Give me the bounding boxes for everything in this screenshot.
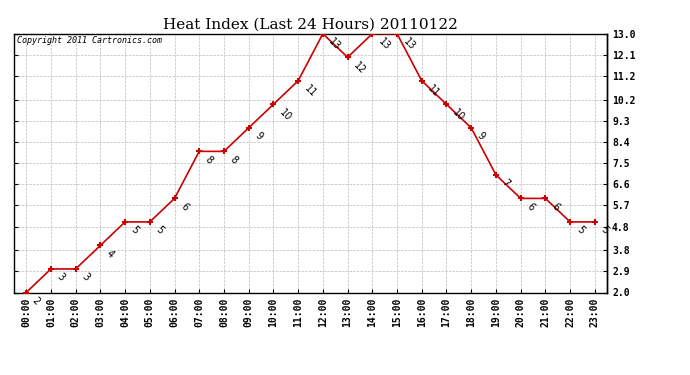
Text: 4: 4 — [104, 248, 116, 259]
Text: 10: 10 — [277, 107, 293, 123]
Text: 5: 5 — [574, 225, 586, 236]
Text: 6: 6 — [525, 201, 536, 213]
Text: 6: 6 — [549, 201, 561, 213]
Text: 11: 11 — [302, 84, 318, 99]
Text: 13: 13 — [377, 36, 392, 52]
Text: Copyright 2011 Cartronics.com: Copyright 2011 Cartronics.com — [17, 36, 161, 45]
Text: 8: 8 — [204, 154, 215, 165]
Text: 13: 13 — [327, 36, 343, 52]
Text: 5: 5 — [154, 225, 166, 236]
Text: 11: 11 — [426, 84, 442, 99]
Text: 2: 2 — [30, 295, 42, 307]
Text: 5: 5 — [129, 225, 141, 236]
Text: 8: 8 — [228, 154, 239, 165]
Text: 3: 3 — [80, 272, 91, 283]
Text: 5: 5 — [599, 225, 611, 236]
Text: 3: 3 — [55, 272, 66, 283]
Text: 9: 9 — [253, 130, 264, 142]
Text: 9: 9 — [475, 130, 486, 142]
Text: 12: 12 — [352, 60, 368, 76]
Text: 6: 6 — [179, 201, 190, 213]
Title: Heat Index (Last 24 Hours) 20110122: Heat Index (Last 24 Hours) 20110122 — [163, 17, 458, 31]
Text: 7: 7 — [500, 178, 511, 189]
Text: 13: 13 — [401, 36, 417, 52]
Text: 10: 10 — [451, 107, 466, 123]
